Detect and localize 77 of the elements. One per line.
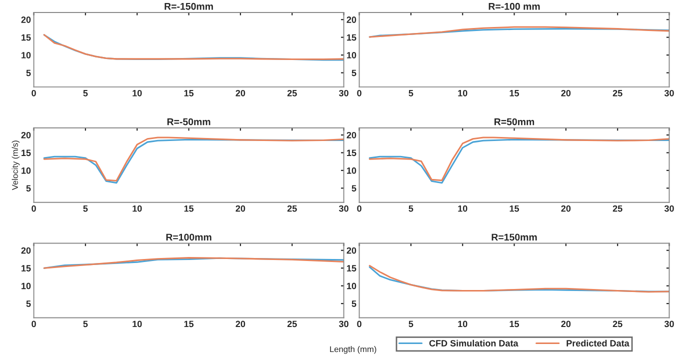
y-tick-label: 20	[346, 16, 356, 23]
y-tick-label: 15	[347, 265, 356, 272]
y-tick-label: 10	[22, 282, 31, 290]
y-tick-label: 5	[26, 300, 31, 307]
y-tick-label: 10	[347, 282, 356, 290]
y-tick-label: 15	[347, 150, 356, 156]
y-tick-label: 5	[26, 70, 31, 76]
x-tick-label: 15	[510, 205, 520, 212]
x-tick-label: 15	[184, 320, 194, 328]
line-series	[43, 257, 344, 269]
chart-title: R=-50mm	[167, 118, 210, 126]
y-tick-label: 5	[352, 300, 356, 307]
x-tick-label: 0	[357, 320, 362, 328]
x-tick-label: 25	[287, 205, 297, 212]
x-tick-label: 25	[287, 90, 297, 96]
y-tick-label: 10	[22, 167, 31, 174]
x-tick-label: 5	[83, 320, 88, 328]
x-tick-label: 20	[561, 205, 571, 212]
x-tick-label: 15	[184, 205, 194, 212]
x-tick-label: 10	[458, 205, 468, 212]
x-tick-label: 15	[510, 320, 520, 328]
x-tick-label: 10	[458, 90, 468, 96]
y-tick-label: 10	[347, 52, 356, 58]
y-tick-label: 5	[352, 70, 356, 76]
x-tick-label: 20	[561, 320, 571, 328]
x-tick-label: 25	[612, 90, 622, 96]
x-tick-label: 10	[132, 90, 142, 96]
chart-title: R=50mm	[494, 118, 534, 126]
x-tick-label: 20	[561, 90, 571, 96]
x-axis-title: Length (mm)	[330, 346, 376, 354]
x-tick-label: 25	[287, 320, 297, 328]
y-tick-label: 10	[347, 167, 356, 174]
x-tick-label: 0	[32, 205, 36, 212]
chart-title: R=-150mm	[164, 2, 213, 10]
x-tick-label: 5	[408, 320, 414, 328]
y-tick-label: 20	[346, 132, 356, 138]
x-tick-label: 30	[664, 90, 674, 96]
x-tick-label: 25	[612, 320, 622, 328]
x-tick-label: 15	[184, 90, 194, 96]
x-tick-label: 10	[132, 205, 142, 212]
legend-label: CFD Simulation Data	[429, 340, 518, 346]
y-tick-label: 20	[21, 247, 31, 254]
y-tick-label: 20	[346, 247, 356, 254]
x-tick-label: 5	[408, 90, 414, 96]
x-tick-label: 30	[338, 320, 348, 328]
x-tick-label: 10	[458, 320, 468, 328]
chart-title: R=150mm	[492, 234, 537, 241]
x-tick-label: 20	[236, 90, 246, 96]
y-tick-label: 15	[22, 265, 31, 272]
x-tick-label: 20	[236, 205, 246, 212]
y-tick-label: 5	[352, 185, 356, 192]
chart-title: R=100mm	[166, 234, 212, 241]
x-tick-label: 30	[338, 90, 348, 96]
legend-label: Predicted Data	[566, 340, 630, 346]
y-tick-label: 20	[21, 16, 31, 23]
y-axis-title: Velocity (m/s)	[12, 140, 20, 190]
y-tick-label: 20	[21, 132, 31, 138]
y-tick-label: 10	[22, 52, 31, 58]
y-tick-label: 15	[22, 34, 31, 41]
x-tick-label: 5	[83, 205, 88, 212]
x-tick-label: 5	[408, 205, 414, 212]
chart-title: R=-100 mm	[488, 2, 540, 10]
x-tick-label: 0	[32, 320, 36, 328]
x-tick-label: 5	[83, 90, 88, 96]
x-tick-label: 0	[32, 90, 36, 96]
y-tick-label: 15	[347, 34, 356, 41]
x-tick-label: 30	[664, 320, 674, 328]
x-tick-label: 30	[338, 205, 348, 212]
x-tick-label: 0	[357, 205, 362, 212]
x-tick-label: 15	[510, 90, 520, 96]
x-tick-label: 25	[612, 205, 622, 212]
x-tick-label: 30	[664, 205, 674, 212]
x-tick-label: 20	[236, 320, 246, 328]
y-tick-label: 15	[22, 150, 31, 156]
x-tick-label: 0	[357, 90, 362, 96]
y-tick-label: 5	[26, 185, 31, 192]
x-tick-label: 10	[132, 320, 142, 328]
